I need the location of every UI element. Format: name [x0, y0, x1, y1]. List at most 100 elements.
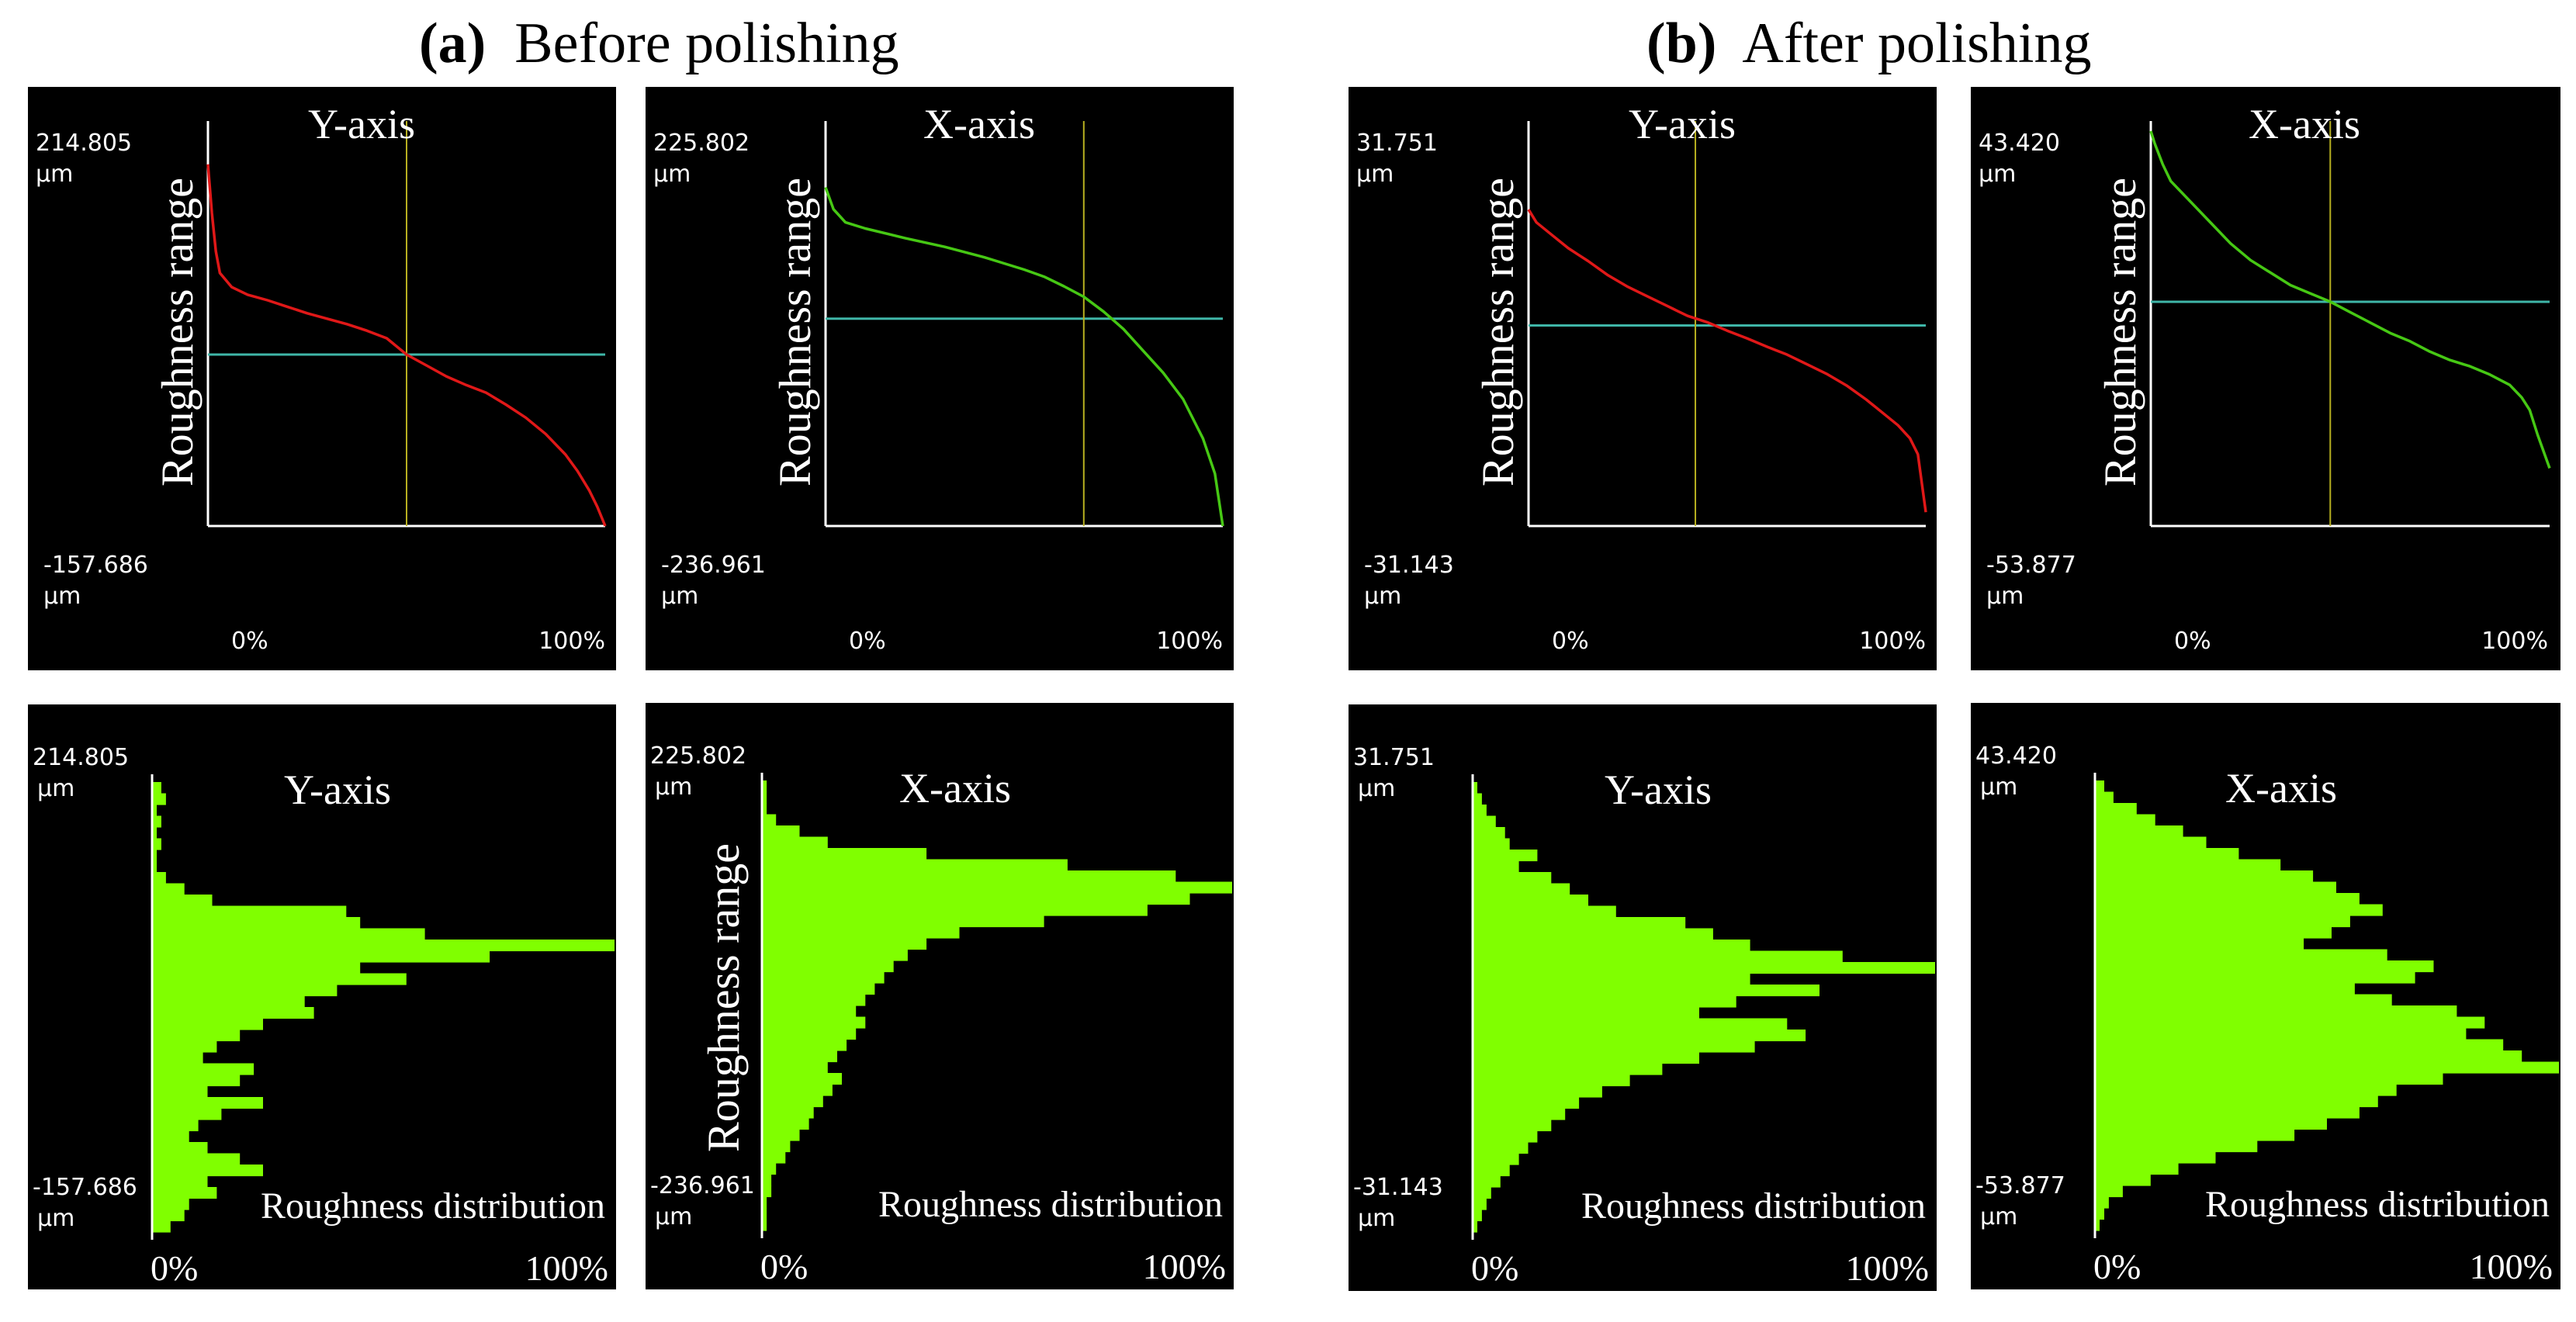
- histogram-bar: [2095, 971, 2415, 984]
- histogram-bar: [2095, 1219, 2100, 1231]
- heading-before-polishing: (a) Before polishing: [419, 11, 899, 77]
- histogram-bar: [762, 904, 1148, 916]
- histogram-bar: [762, 915, 1044, 928]
- axis-min-label: -236.961: [661, 552, 766, 579]
- histogram-bar: [1473, 950, 1843, 963]
- histogram-bar: [152, 1097, 263, 1109]
- histogram-bar: [1473, 1097, 1580, 1109]
- y-axis-label: Roughness range: [698, 843, 749, 1152]
- heading-letter-b: (b): [1646, 12, 1717, 75]
- histogram-bar: [1473, 860, 1519, 873]
- histogram-bar: [2095, 915, 2350, 928]
- histogram-bar: [152, 1198, 189, 1210]
- histogram-bar: [762, 848, 927, 860]
- histogram-bar: [152, 985, 338, 997]
- histogram-bar: [2095, 870, 2314, 883]
- y-axis-label: Roughness range: [770, 178, 820, 486]
- axis-min-label: -236.961: [650, 1172, 755, 1199]
- chart-a-y-hist: 214.805 μm -157.686 μm Y-axis Roughness distr…: [33, 744, 615, 1288]
- histogram-bar: [152, 1120, 199, 1132]
- data-curve-line: [824, 186, 1224, 527]
- histogram-bar: [762, 1050, 837, 1063]
- histogram-bar: [762, 893, 1190, 905]
- histogram-bar: [152, 860, 157, 873]
- histogram-bar: [152, 883, 185, 895]
- histogram-bar: [152, 1040, 217, 1053]
- panel-b-y-curve: 31.751 μm -31.143 μm 0% 100% Y-axis Roughness r…: [1349, 87, 1937, 670]
- panel-b-x-curve: 43.420 μm -53.877 μm 0% 100% X-axis Roughness r…: [1971, 87, 2560, 670]
- histogram-bar: [152, 1220, 171, 1233]
- panel-b-y-hist: 31.751 μm -31.143 μm Y-axis Roughness distrib…: [1349, 704, 1937, 1291]
- axis-max-label: 214.805: [36, 130, 132, 157]
- axis-max-unit: μm: [653, 161, 691, 188]
- histogram-bar: [152, 1153, 241, 1165]
- axis-min-unit: μm: [43, 583, 81, 610]
- histogram-bar: [2095, 1028, 2467, 1040]
- distribution-label: Roughness distribution: [2205, 1184, 2550, 1225]
- x-tick-max: 100%: [1156, 628, 1223, 655]
- histogram-bar: [1473, 1063, 1663, 1075]
- histogram-bar: [762, 1039, 847, 1051]
- panel-a-x-hist: 225.802 μm -236.961 μm X-axis Roughness distr…: [646, 703, 1234, 1289]
- panel-title: X-axis: [899, 765, 1011, 812]
- axis-max-label: 31.751: [1353, 744, 1435, 771]
- histogram-bar: [2095, 881, 2336, 894]
- histogram-bar: [152, 950, 490, 963]
- histogram-bar: [2095, 1118, 2327, 1130]
- histogram-bar: [762, 791, 767, 804]
- axis-min-label: -53.877: [1986, 552, 2076, 579]
- histogram-bar: [2095, 825, 2183, 838]
- axis-max-unit: μm: [1980, 773, 2017, 801]
- x-tick-min: 0%: [1552, 628, 1589, 655]
- histogram-bar: [762, 1073, 842, 1085]
- histogram-bar: [2095, 803, 2137, 815]
- data-curve-line: [1527, 209, 1927, 513]
- histogram-bar: [1473, 805, 1487, 817]
- histogram-bar: [762, 926, 960, 939]
- histogram-bar: [152, 928, 425, 940]
- histogram-bar: [762, 960, 894, 973]
- y-axis-label-b-x-hist: Roughness range: [2038, 844, 2090, 1175]
- histogram-bar: [2095, 1061, 2559, 1074]
- histogram-bar: [762, 1219, 767, 1231]
- x-tick-max: 100%: [1846, 1248, 1929, 1288]
- histogram-bar: [1473, 827, 1505, 839]
- histogram-bar: [152, 1085, 208, 1098]
- histogram-bar: [2095, 1084, 2397, 1096]
- histogram-bar: [2095, 904, 2383, 916]
- histogram-bar: [1473, 985, 1819, 997]
- histogram-bar: [762, 1174, 772, 1186]
- histogram-bar: [1473, 1075, 1630, 1087]
- histogram-bar: [152, 1108, 222, 1120]
- panel-a-x-curve: 225.802 μm -236.961 μm 0% 100% X-axis Roughness…: [646, 87, 1234, 670]
- histogram-bar: [1473, 1120, 1552, 1132]
- axis-min-unit: μm: [1364, 583, 1401, 610]
- panel-title: Y-axis: [1605, 767, 1712, 813]
- histogram-bar: [2095, 1106, 2360, 1119]
- histogram-bar: [1473, 995, 1736, 1008]
- histogram-bar: [762, 1140, 791, 1153]
- chart-b-x-curve: 43.420 μm -53.877 μm 0% 100% X-axis Roughness r…: [1979, 101, 2551, 655]
- histogram-bar: [1473, 1085, 1602, 1098]
- axis-min-unit: μm: [1980, 1203, 2017, 1230]
- y-axis-label-b-y-hist: Roughness range: [1400, 847, 1452, 1178]
- histogram-bar: [762, 1118, 809, 1130]
- panel-title: Y-axis: [308, 101, 415, 147]
- x-tick-max: 100%: [1143, 1247, 1226, 1286]
- histogram-bar: [762, 870, 1176, 883]
- histogram-bar: [2095, 791, 2114, 804]
- histogram-bar: [152, 1018, 263, 1030]
- chart-a-y-curve: 214.805 μm -157.686 μm 0% 100% Y-axis Roughness…: [36, 101, 607, 655]
- panel-b-x-hist: 43.420 μm -53.877 μm X-axis Roughness distrib…: [1971, 703, 2560, 1289]
- histogram-bar: [1473, 1040, 1755, 1053]
- histogram-bar: [1473, 895, 1588, 907]
- chart-b-y-curve: 31.751 μm -31.143 μm 0% 100% Y-axis Roughness r…: [1356, 101, 1927, 655]
- histogram-bar: [152, 827, 157, 839]
- axis-min-unit: μm: [661, 583, 698, 610]
- histogram-bar: [762, 1163, 777, 1175]
- histogram-bar: [762, 983, 875, 995]
- histogram-bar: [152, 838, 161, 850]
- chart-a-x-curve: 225.802 μm -236.961 μm 0% 100% X-axis Roughness…: [653, 101, 1224, 655]
- histogram-bar: [762, 1185, 772, 1198]
- histogram-bar: [2095, 1039, 2504, 1051]
